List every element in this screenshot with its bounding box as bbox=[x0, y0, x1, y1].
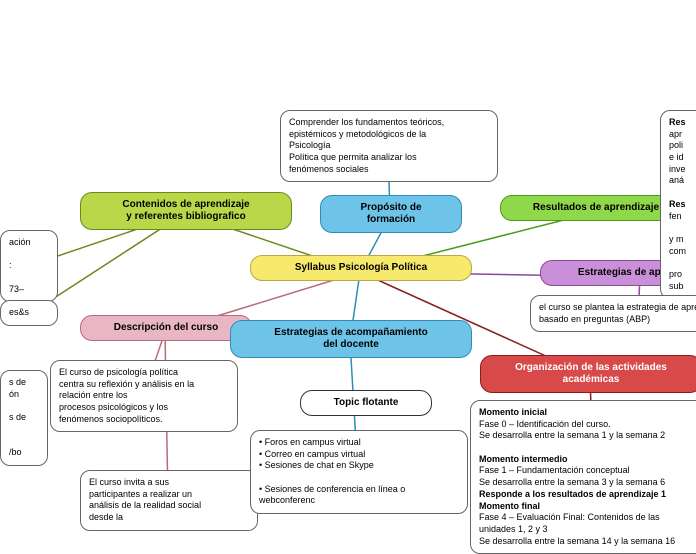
note-n_momentos: Momento inicialFase 0 – Identificación d… bbox=[470, 400, 696, 554]
note-n_proposito: Comprender los fundamentos teóricos,epis… bbox=[280, 110, 498, 182]
node-descripcion[interactable]: Descripción del curso bbox=[80, 315, 252, 341]
node-flotante[interactable]: Topic flotante bbox=[300, 390, 432, 416]
note-n_desc1: El curso de psicología políticacentra su… bbox=[50, 360, 238, 432]
note-n_foros: • Foros en campus virtual• Correo en cam… bbox=[250, 430, 468, 514]
node-organizacion[interactable]: Organización de las actividadesacadémica… bbox=[480, 355, 696, 393]
node-center[interactable]: Syllabus Psicología Política bbox=[250, 255, 472, 281]
note-n_abp: el curso se plantea la estrategia de apr… bbox=[530, 295, 696, 332]
note-n_contenidos2: es&s bbox=[0, 300, 58, 326]
note-n_desc2: El curso invita a susparticipantes a rea… bbox=[80, 470, 258, 531]
node-acompana[interactable]: Estrategias de acompañamientodel docente bbox=[230, 320, 472, 358]
note-n_resultados: Resaprpolie idinveanáResfeny mcomprosub bbox=[660, 110, 696, 299]
note-n_contenidos1: ación:73– bbox=[0, 230, 58, 302]
note-n_desc_left: s deóns de/bo bbox=[0, 370, 48, 466]
node-proposito[interactable]: Propósito deformación bbox=[320, 195, 462, 233]
node-contenidos[interactable]: Contenidos de aprendizajey referentes bi… bbox=[80, 192, 292, 230]
